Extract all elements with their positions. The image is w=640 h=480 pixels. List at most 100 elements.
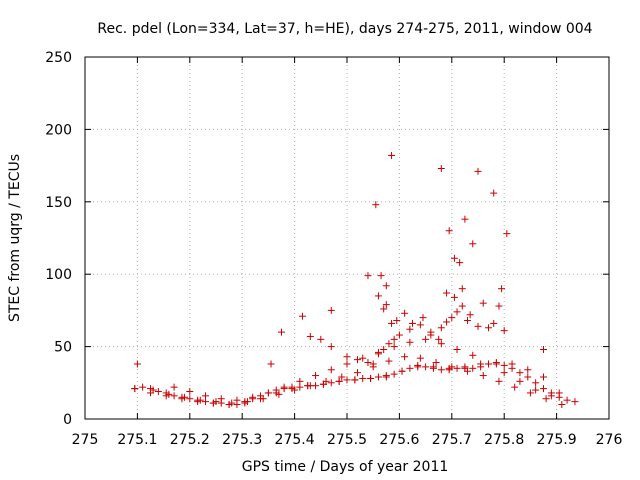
data-point	[437, 324, 445, 332]
data-point	[249, 393, 257, 401]
data-point	[469, 240, 477, 248]
data-point	[154, 387, 162, 395]
y-tick-label: 50	[54, 340, 72, 356]
data-point	[526, 389, 534, 397]
data-point	[429, 363, 437, 371]
data-point	[464, 367, 472, 375]
x-tick-label: 275.8	[484, 432, 524, 448]
x-tick-label: 275	[72, 432, 99, 448]
data-point	[406, 325, 414, 333]
data-point	[490, 189, 498, 197]
data-point	[393, 317, 401, 325]
data-point	[170, 392, 178, 400]
data-point	[500, 327, 508, 335]
data-point	[511, 383, 519, 391]
x-tick-label: 275.9	[537, 432, 577, 448]
data-point	[458, 302, 466, 310]
data-point	[149, 386, 157, 394]
data-point	[388, 151, 396, 159]
x-tick-label: 275.4	[275, 432, 315, 448]
data-point	[335, 377, 343, 385]
data-point	[437, 340, 445, 348]
data-point	[474, 322, 482, 330]
data-point	[228, 399, 236, 407]
data-point	[500, 369, 508, 377]
y-tick-labels: 0 50 100 150 200 250	[45, 50, 72, 428]
data-point	[461, 363, 469, 371]
data-point	[186, 387, 194, 395]
data-point	[202, 392, 210, 400]
data-point	[233, 396, 241, 404]
x-tick-labels: 275 275.1 275.2 275.3 275.4 275.5 275.6 275.7 27…	[72, 432, 623, 448]
data-point	[291, 386, 299, 394]
grid-lines	[85, 57, 609, 419]
data-point	[343, 353, 351, 361]
data-point	[133, 360, 141, 368]
data-point	[374, 292, 382, 300]
y-tick-label: 100	[45, 267, 72, 283]
data-point	[377, 272, 385, 280]
data-point	[532, 386, 540, 394]
data-point	[364, 272, 372, 280]
data-point	[186, 395, 194, 403]
data-point	[406, 364, 414, 372]
data-point	[217, 395, 225, 403]
data-point	[484, 324, 492, 332]
x-tick-label: 275.3	[222, 432, 262, 448]
data-point	[170, 383, 178, 391]
data-point	[165, 390, 173, 398]
data-point	[327, 366, 335, 374]
data-point	[445, 227, 453, 235]
data-point	[495, 302, 503, 310]
data-point	[453, 308, 461, 316]
data-point	[492, 359, 500, 367]
y-axis-label: STEC from uqrg / TECUs	[7, 154, 23, 322]
data-point	[275, 390, 283, 398]
x-tick-label: 275.1	[117, 432, 157, 448]
data-point	[508, 360, 516, 368]
data-point	[540, 373, 547, 381]
data-point	[571, 398, 579, 406]
data-point	[453, 345, 461, 353]
data-point	[327, 343, 335, 351]
data-point	[416, 321, 424, 329]
data-point	[322, 377, 330, 385]
y-tick-label: 150	[45, 195, 72, 211]
data-point	[212, 398, 220, 406]
data-point	[443, 289, 451, 297]
data-point	[343, 376, 351, 384]
data-point	[327, 306, 335, 314]
data-point	[495, 377, 503, 385]
data-point	[450, 293, 458, 301]
data-point	[369, 360, 377, 368]
data-point	[419, 314, 427, 322]
data-point	[524, 366, 532, 374]
data-point	[474, 167, 482, 175]
data-point	[196, 396, 204, 404]
data-point	[351, 376, 359, 384]
data-point	[427, 331, 435, 339]
data-point	[139, 383, 147, 391]
data-point	[364, 359, 372, 367]
data-point	[280, 383, 288, 391]
data-point	[367, 374, 375, 382]
data-point	[259, 395, 267, 403]
data-point	[464, 317, 472, 325]
data-point	[267, 360, 275, 368]
data-point	[490, 319, 498, 327]
data-point	[353, 369, 361, 377]
data-point	[414, 361, 422, 369]
data-point	[466, 311, 474, 319]
data-point	[547, 392, 555, 400]
data-point	[382, 282, 390, 290]
data-point	[479, 372, 487, 380]
data-point	[422, 363, 430, 371]
y-tick-label: 250	[45, 50, 72, 66]
data-point	[338, 373, 346, 381]
x-tick-label: 275.5	[327, 432, 367, 448]
data-point	[385, 340, 393, 348]
data-point	[306, 332, 314, 340]
data-point	[503, 230, 511, 238]
data-point	[563, 396, 571, 404]
